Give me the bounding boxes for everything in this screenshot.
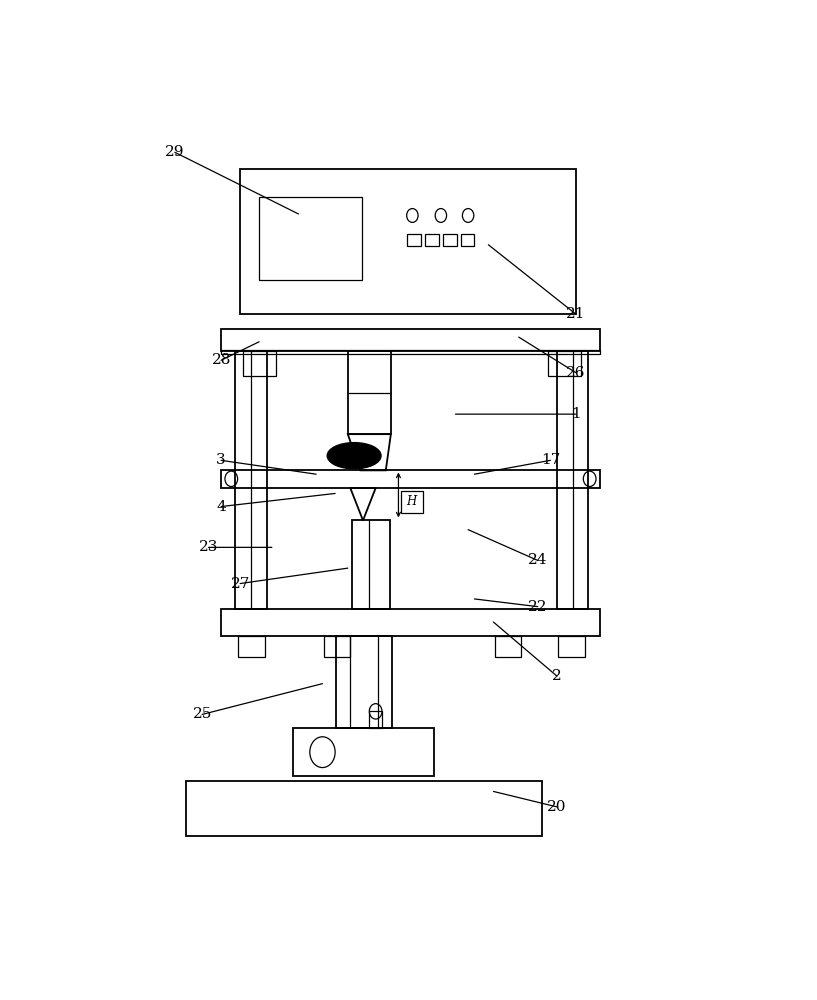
Bar <box>239 636 265 657</box>
Text: 23: 23 <box>199 540 218 554</box>
Text: 20: 20 <box>547 800 566 814</box>
Text: 1: 1 <box>571 407 581 421</box>
Text: 4: 4 <box>217 500 226 514</box>
Text: 26: 26 <box>566 366 586 380</box>
Ellipse shape <box>328 443 381 469</box>
Bar <box>556 351 588 609</box>
Text: 22: 22 <box>528 600 547 614</box>
Text: 29: 29 <box>165 145 185 159</box>
Bar <box>425 234 439 246</box>
Bar <box>401 491 423 513</box>
Bar <box>461 234 475 246</box>
Bar <box>185 781 542 836</box>
Bar <box>259 197 362 280</box>
Text: 3: 3 <box>217 453 226 467</box>
Text: 24: 24 <box>528 553 547 567</box>
Bar <box>548 351 581 376</box>
Bar <box>235 351 266 609</box>
Text: 2: 2 <box>551 669 561 683</box>
Bar <box>221 609 600 636</box>
Bar <box>352 520 391 609</box>
Bar <box>369 711 382 728</box>
Bar <box>408 234 422 246</box>
Bar <box>494 636 521 657</box>
Text: 17: 17 <box>541 453 560 467</box>
Bar <box>324 636 350 657</box>
Text: 25: 25 <box>193 707 212 721</box>
Bar <box>240 169 576 314</box>
Bar <box>293 728 434 776</box>
Bar <box>348 351 391 434</box>
Bar <box>558 636 585 657</box>
Bar <box>443 234 457 246</box>
Text: 28: 28 <box>212 353 231 367</box>
Bar <box>243 351 275 376</box>
Text: 27: 27 <box>230 577 250 591</box>
Text: H: H <box>407 495 417 508</box>
Bar <box>337 636 392 728</box>
Bar <box>221 350 600 354</box>
Bar <box>221 329 600 351</box>
Bar <box>221 470 600 488</box>
Text: 21: 21 <box>566 307 586 321</box>
